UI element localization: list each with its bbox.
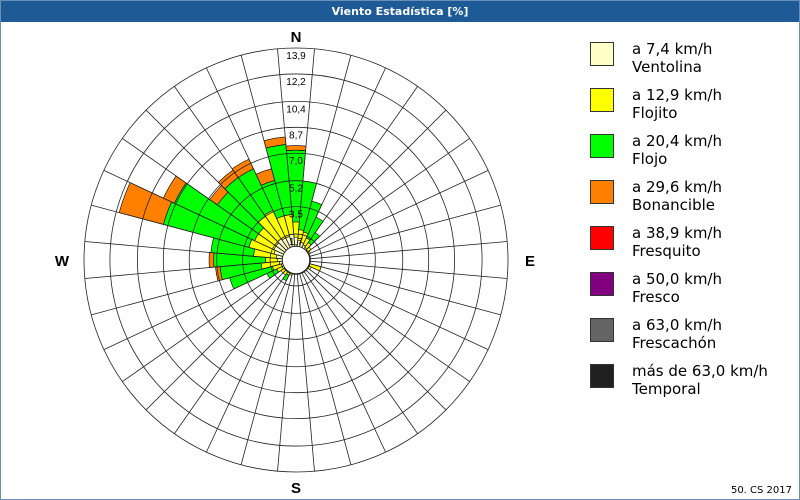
legend-swatch-temporal	[590, 364, 614, 388]
grid-spoke-290	[103, 170, 284, 255]
grid-spoke-50	[307, 138, 470, 253]
grid-spoke-80	[309, 241, 508, 260]
grid-ring-2	[136, 100, 456, 420]
grid-ring-4	[188, 152, 404, 368]
grid-spoke-140	[303, 271, 418, 434]
radial-tick-label-0: 13,9	[286, 51, 306, 62]
grid-spoke-170	[296, 273, 315, 472]
grid-ring-5	[216, 180, 376, 340]
credit-text: 50. CS 2017	[730, 485, 792, 496]
grid-spoke-130	[305, 269, 447, 411]
radial-tick-label-1: 12,2	[286, 77, 306, 88]
grid-spoke-30	[303, 86, 418, 249]
legend-swatch-fresco	[590, 272, 614, 296]
radial-tick-label-2: 10,4	[286, 104, 306, 115]
grid-spoke-310	[145, 109, 287, 251]
grid-spoke-240	[103, 265, 284, 350]
grid-spoke-10	[299, 55, 352, 247]
radial-tick-label-6: 3,5	[289, 210, 303, 221]
legend-label: Ventolina	[632, 58, 702, 76]
legend-swatch-flojo	[590, 134, 614, 158]
grid-ring-7	[269, 233, 323, 287]
legend-swatch-ventolina	[590, 42, 614, 66]
grid-spoke-200	[206, 272, 291, 453]
grid-spoke-180	[277, 273, 296, 472]
legend-label: Frescachón	[632, 334, 717, 352]
radial-tick-label-7: 1,7	[289, 237, 303, 248]
legend-swatch-flojito	[590, 88, 614, 112]
legend-swatch-frescachon	[590, 318, 614, 342]
direction-label-n: N	[291, 29, 302, 46]
sector-290-bin-3	[118, 182, 172, 225]
legend-swatch-bonancible	[590, 180, 614, 204]
radial-tick-label-3: 8,7	[289, 130, 303, 141]
grid-spoke-40	[305, 109, 447, 251]
radial-tick-label-4: 7,0	[289, 156, 303, 167]
grid-layer	[83, 47, 509, 473]
legend-speed: a 20,4 km/h	[632, 132, 722, 150]
sector-270-bin-3	[208, 252, 215, 268]
grid-spoke-60	[308, 170, 489, 255]
legend-speed: a 63,0 km/h	[632, 316, 722, 334]
grid-ring-6	[242, 206, 350, 314]
legend-label: Flojito	[632, 104, 678, 122]
radial-tick-layer: 13,9 12,2 10,4 8,7 7,0 5,2 3,5 1,7	[286, 51, 306, 248]
legend-swatch-fresquito	[590, 226, 614, 250]
grid-ring-0	[83, 47, 509, 473]
grid-spoke-300	[122, 138, 285, 253]
grid-spoke-320	[174, 86, 289, 249]
grid-inner-ring	[281, 245, 311, 275]
legend-label: Fresquito	[632, 242, 701, 260]
grid-spoke-330	[206, 67, 291, 248]
direction-label-s: S	[291, 480, 301, 497]
legend-speed: más de 63,0 km/h	[632, 362, 768, 380]
radial-tick-label-5: 5,2	[289, 184, 303, 195]
grid-spoke-260	[84, 260, 283, 279]
grid-spoke-350	[277, 48, 296, 247]
legend-speed: a 50,0 km/h	[632, 270, 722, 288]
grid-spoke-340	[240, 55, 293, 247]
direction-label-e: E	[525, 253, 535, 270]
grid-spoke-150	[301, 272, 386, 453]
grid-spoke-0	[296, 48, 315, 247]
grid-spoke-230	[122, 267, 285, 382]
sector-0-bin-3	[285, 145, 307, 151]
legend-label: Fresco	[632, 288, 680, 306]
legend-speed: a 38,9 km/h	[632, 224, 722, 242]
grid-spoke-270	[84, 241, 283, 260]
grid-spoke-110	[308, 265, 489, 350]
grid-ring-3	[162, 126, 430, 394]
grid-ring-1	[109, 73, 483, 447]
grid-spoke-90	[309, 260, 508, 279]
grid-spoke-280	[91, 204, 283, 257]
legend-label: Flojo	[632, 150, 668, 168]
grid-spoke-100	[309, 263, 501, 316]
legend-speed: a 12,9 km/h	[632, 86, 722, 104]
grid-spoke-190	[240, 273, 293, 465]
chart-title: Viento Estadística [%]	[1, 1, 799, 22]
legend-label: Bonancible	[632, 196, 716, 214]
grid-spoke-210	[174, 271, 289, 434]
grid-spoke-120	[307, 267, 470, 382]
legend-label: Temporal	[632, 380, 701, 398]
grid-spoke-20	[301, 67, 386, 248]
grid-spoke-220	[145, 269, 287, 411]
grid-spoke-70	[309, 204, 501, 257]
legend-speed: a 29,6 km/h	[632, 178, 722, 196]
grid-spoke-250	[91, 263, 283, 316]
grid-spoke-160	[299, 273, 352, 465]
direction-label-w: W	[55, 253, 70, 270]
legend-speed: a 7,4 km/h	[632, 40, 713, 58]
